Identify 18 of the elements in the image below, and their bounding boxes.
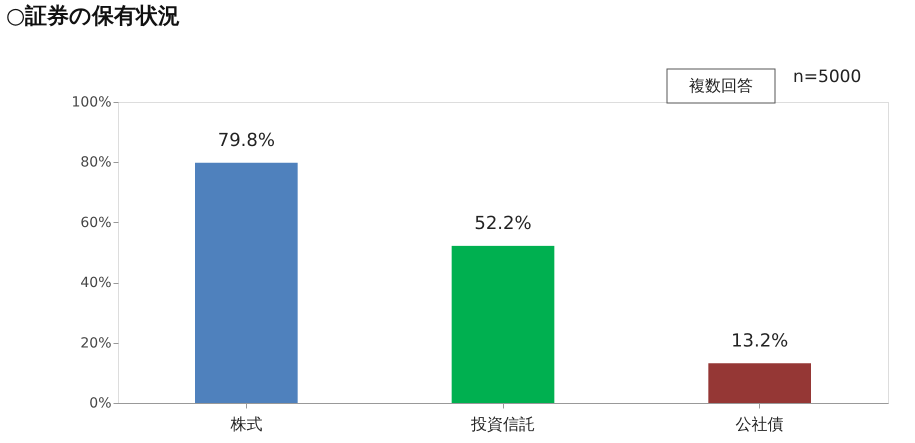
- x-tick-label: 公社債: [736, 414, 784, 434]
- y-tick-label: 100%: [71, 94, 112, 110]
- y-tick-label: 80%: [80, 154, 112, 171]
- y-tick-label: 20%: [80, 335, 112, 352]
- bar: [452, 246, 554, 403]
- data-label: 13.2%: [731, 330, 788, 352]
- bar: [708, 363, 811, 403]
- y-tick-label: 40%: [80, 275, 112, 292]
- y-tick-label: 0%: [89, 396, 112, 412]
- bar: [195, 162, 298, 403]
- x-tick-label: 投資信託: [470, 414, 535, 434]
- x-tick-label: 株式: [229, 414, 262, 434]
- chart-title: ○証券の保有状況: [6, 4, 180, 29]
- text: n=5000: [793, 67, 862, 87]
- data-label: 79.8%: [218, 130, 275, 151]
- data-label: 52.2%: [474, 212, 532, 234]
- text: 複数回答: [689, 76, 753, 95]
- y-tick-label: 60%: [80, 214, 112, 231]
